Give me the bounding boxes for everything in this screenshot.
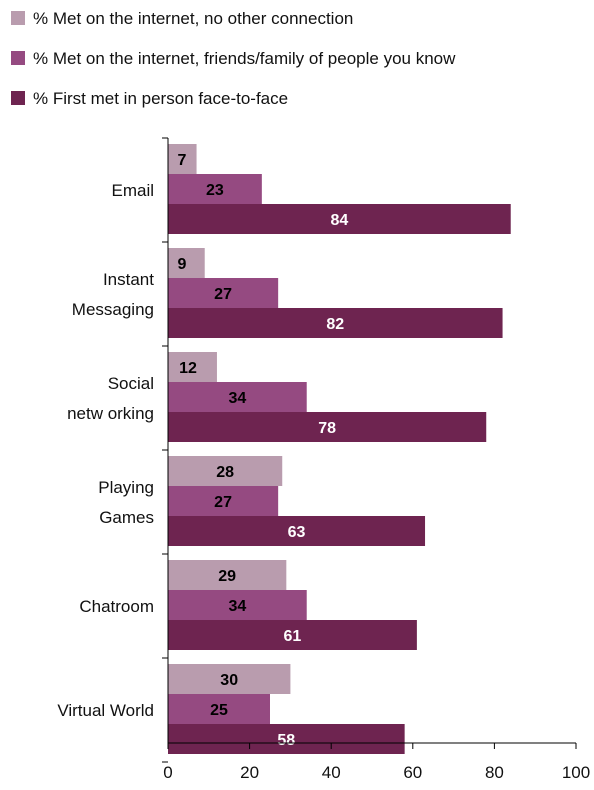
- x-tick-label-0: 0: [163, 763, 172, 782]
- value-label-1-3: 84: [330, 212, 348, 229]
- bar-3-1: [168, 352, 217, 382]
- x-tick-label-100: 100: [562, 763, 590, 782]
- bar-1-3: [168, 204, 511, 234]
- value-label-5-2: 34: [228, 598, 246, 615]
- category-label-5: Chatroom: [79, 597, 154, 616]
- legend: % Met on the internet, no other connecti…: [11, 9, 456, 108]
- value-label-3-3: 78: [318, 420, 336, 437]
- value-label-6-3: 58: [277, 732, 295, 749]
- value-label-4-2: 27: [214, 494, 232, 511]
- value-label-2-1: 9: [178, 256, 187, 273]
- bar-4-1: [168, 456, 283, 486]
- legend-swatch-2: [11, 51, 25, 65]
- legend-label-3: % First met in person face-to-face: [33, 89, 288, 108]
- bar-4-3: [168, 516, 426, 546]
- bar-3-3: [168, 412, 487, 442]
- category-labels: Email Instant Messaging Social netw orking Pl…: [57, 181, 154, 720]
- value-label-3-1: 12: [179, 360, 197, 377]
- category-label-4-line-2: Games: [99, 508, 154, 527]
- category-label-1: Email: [111, 181, 154, 200]
- legend-swatch-3: [11, 91, 25, 105]
- category-label-5-line-1: Chatroom: [79, 597, 154, 616]
- category-label-2: Instant Messaging: [72, 270, 154, 319]
- category-label-2-line-2: Messaging: [72, 300, 154, 319]
- category-label-6-line-1: Virtual World: [57, 701, 154, 720]
- category-label-3-line-2: netw orking: [67, 404, 154, 423]
- bar-5-2: [168, 590, 307, 620]
- x-tick-label-40: 40: [322, 763, 341, 782]
- value-label-4-3: 63: [288, 524, 306, 541]
- value-label-3-2: 34: [228, 390, 246, 407]
- category-label-6: Virtual World: [57, 701, 154, 720]
- value-label-4-1: 28: [216, 464, 234, 481]
- value-label-1-2: 23: [206, 182, 224, 199]
- legend-label-1: % Met on the internet, no other connecti…: [33, 9, 353, 28]
- value-label-5-3: 61: [284, 628, 302, 645]
- value-label-2-3: 82: [326, 316, 344, 333]
- legend-swatch-1: [11, 11, 25, 25]
- category-label-1-line-1: Email: [111, 181, 154, 200]
- value-label-5-1: 29: [218, 568, 236, 585]
- bar-2-3: [168, 308, 503, 338]
- bar-2-2: [168, 278, 279, 308]
- bar-5-3: [168, 620, 417, 650]
- bar-2-1: [168, 248, 205, 278]
- category-label-4-line-1: Playing: [98, 478, 154, 497]
- bar-4-2: [168, 486, 279, 516]
- category-label-4: Playing Games: [98, 478, 154, 527]
- category-label-3: Social netw orking: [67, 374, 154, 423]
- bar-6-1: [168, 664, 291, 694]
- bars: 7 23 84 9 27 82 12 34 78 28 27 63 29 34 61 30 25 58: [168, 144, 511, 754]
- x-tick-label-80: 80: [485, 763, 504, 782]
- bar-6-2: [168, 694, 270, 724]
- bar-5-1: [168, 560, 287, 590]
- legend-label-2: % Met on the internet, friends/family of…: [33, 49, 456, 68]
- value-label-1-1: 7: [178, 152, 187, 169]
- bar-6-3: [168, 724, 405, 754]
- bar-3-2: [168, 382, 307, 412]
- bar-1-2: [168, 174, 262, 204]
- value-label-2-2: 27: [214, 286, 232, 303]
- x-tick-label-20: 20: [240, 763, 259, 782]
- value-label-6-2: 25: [210, 702, 228, 719]
- x-axis: 0 20 40 60 80 100: [162, 137, 590, 782]
- bar-1-1: [168, 144, 197, 174]
- x-tick-label-60: 60: [403, 763, 422, 782]
- category-label-2-line-1: Instant: [103, 270, 154, 289]
- value-label-6-1: 30: [220, 672, 238, 689]
- category-label-3-line-1: Social: [108, 374, 154, 393]
